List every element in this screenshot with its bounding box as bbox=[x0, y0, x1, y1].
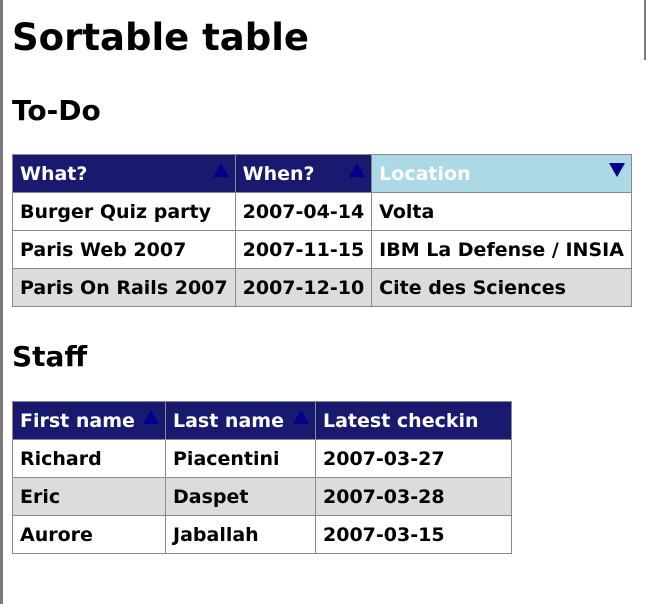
sort-ascending-icon bbox=[212, 163, 229, 177]
table-cell: 2007-03-15 bbox=[315, 515, 512, 554]
column-header-label: Location bbox=[379, 162, 471, 185]
todo-heading: To-Do bbox=[12, 94, 101, 127]
todo-header-row: What? When? Location bbox=[12, 154, 632, 193]
table-cell: 2007-11-15 bbox=[234, 230, 373, 269]
table-cell: Jaballah bbox=[165, 515, 316, 554]
table-row: Eric Daspet 2007-03-28 bbox=[12, 477, 512, 516]
table-cell: IBM La Defense / INSIA bbox=[371, 230, 632, 269]
column-header-label: Last name bbox=[173, 409, 284, 432]
todo-column-header[interactable]: Location bbox=[371, 154, 632, 193]
staff-heading: Staff bbox=[12, 340, 88, 373]
column-header-label: When? bbox=[242, 162, 315, 185]
page-title: Sortable table bbox=[12, 16, 310, 59]
table-cell: Aurore bbox=[12, 515, 166, 554]
table-cell: 2007-03-27 bbox=[315, 439, 512, 478]
table-cell: Paris On Rails 2007 bbox=[12, 268, 236, 307]
staff-column-header[interactable]: Last name bbox=[165, 401, 316, 440]
table-cell: Daspet bbox=[165, 477, 316, 516]
staff-header-row: First name Last name Latest checkin bbox=[12, 401, 512, 440]
sort-ascending-icon bbox=[293, 410, 309, 424]
staff-table: First name Last name Latest checkin Rich… bbox=[12, 401, 512, 554]
column-header-label: First name bbox=[20, 409, 135, 432]
table-cell: 2007-03-28 bbox=[315, 477, 512, 516]
table-cell: 2007-12-10 bbox=[234, 268, 373, 307]
table-cell: Piacentini bbox=[165, 439, 316, 478]
table-cell: Eric bbox=[12, 477, 166, 516]
window-left-edge bbox=[0, 0, 3, 604]
staff-column-header[interactable]: Latest checkin bbox=[315, 401, 512, 440]
staff-column-header[interactable]: First name bbox=[12, 401, 166, 440]
sort-ascending-icon bbox=[349, 163, 366, 177]
table-row: Richard Piacentini 2007-03-27 bbox=[12, 439, 512, 478]
table-cell: Burger Quiz party bbox=[12, 192, 236, 231]
table-row: Aurore Jaballah 2007-03-15 bbox=[12, 515, 512, 554]
table-cell: Richard bbox=[12, 439, 166, 478]
todo-column-header[interactable]: When? bbox=[234, 154, 373, 193]
table-cell: Paris Web 2007 bbox=[12, 230, 236, 269]
sort-descending-icon bbox=[608, 163, 625, 177]
table-cell: Volta bbox=[371, 192, 632, 231]
table-cell: Cite des Sciences bbox=[371, 268, 632, 307]
todo-table: What? When? Location Burger Quiz party 2… bbox=[12, 154, 632, 307]
table-row: Paris On Rails 2007 2007-12-10 Cite des … bbox=[12, 268, 632, 307]
todo-column-header[interactable]: What? bbox=[12, 154, 236, 193]
table-row: Paris Web 2007 2007-11-15 IBM La Defense… bbox=[12, 230, 632, 269]
table-cell: 2007-04-14 bbox=[234, 192, 373, 231]
column-header-label: Latest checkin bbox=[323, 409, 479, 432]
table-row: Burger Quiz party 2007-04-14 Volta bbox=[12, 192, 632, 231]
column-header-label: What? bbox=[20, 162, 88, 185]
sort-ascending-icon bbox=[143, 410, 159, 424]
window-right-edge bbox=[644, 0, 646, 60]
